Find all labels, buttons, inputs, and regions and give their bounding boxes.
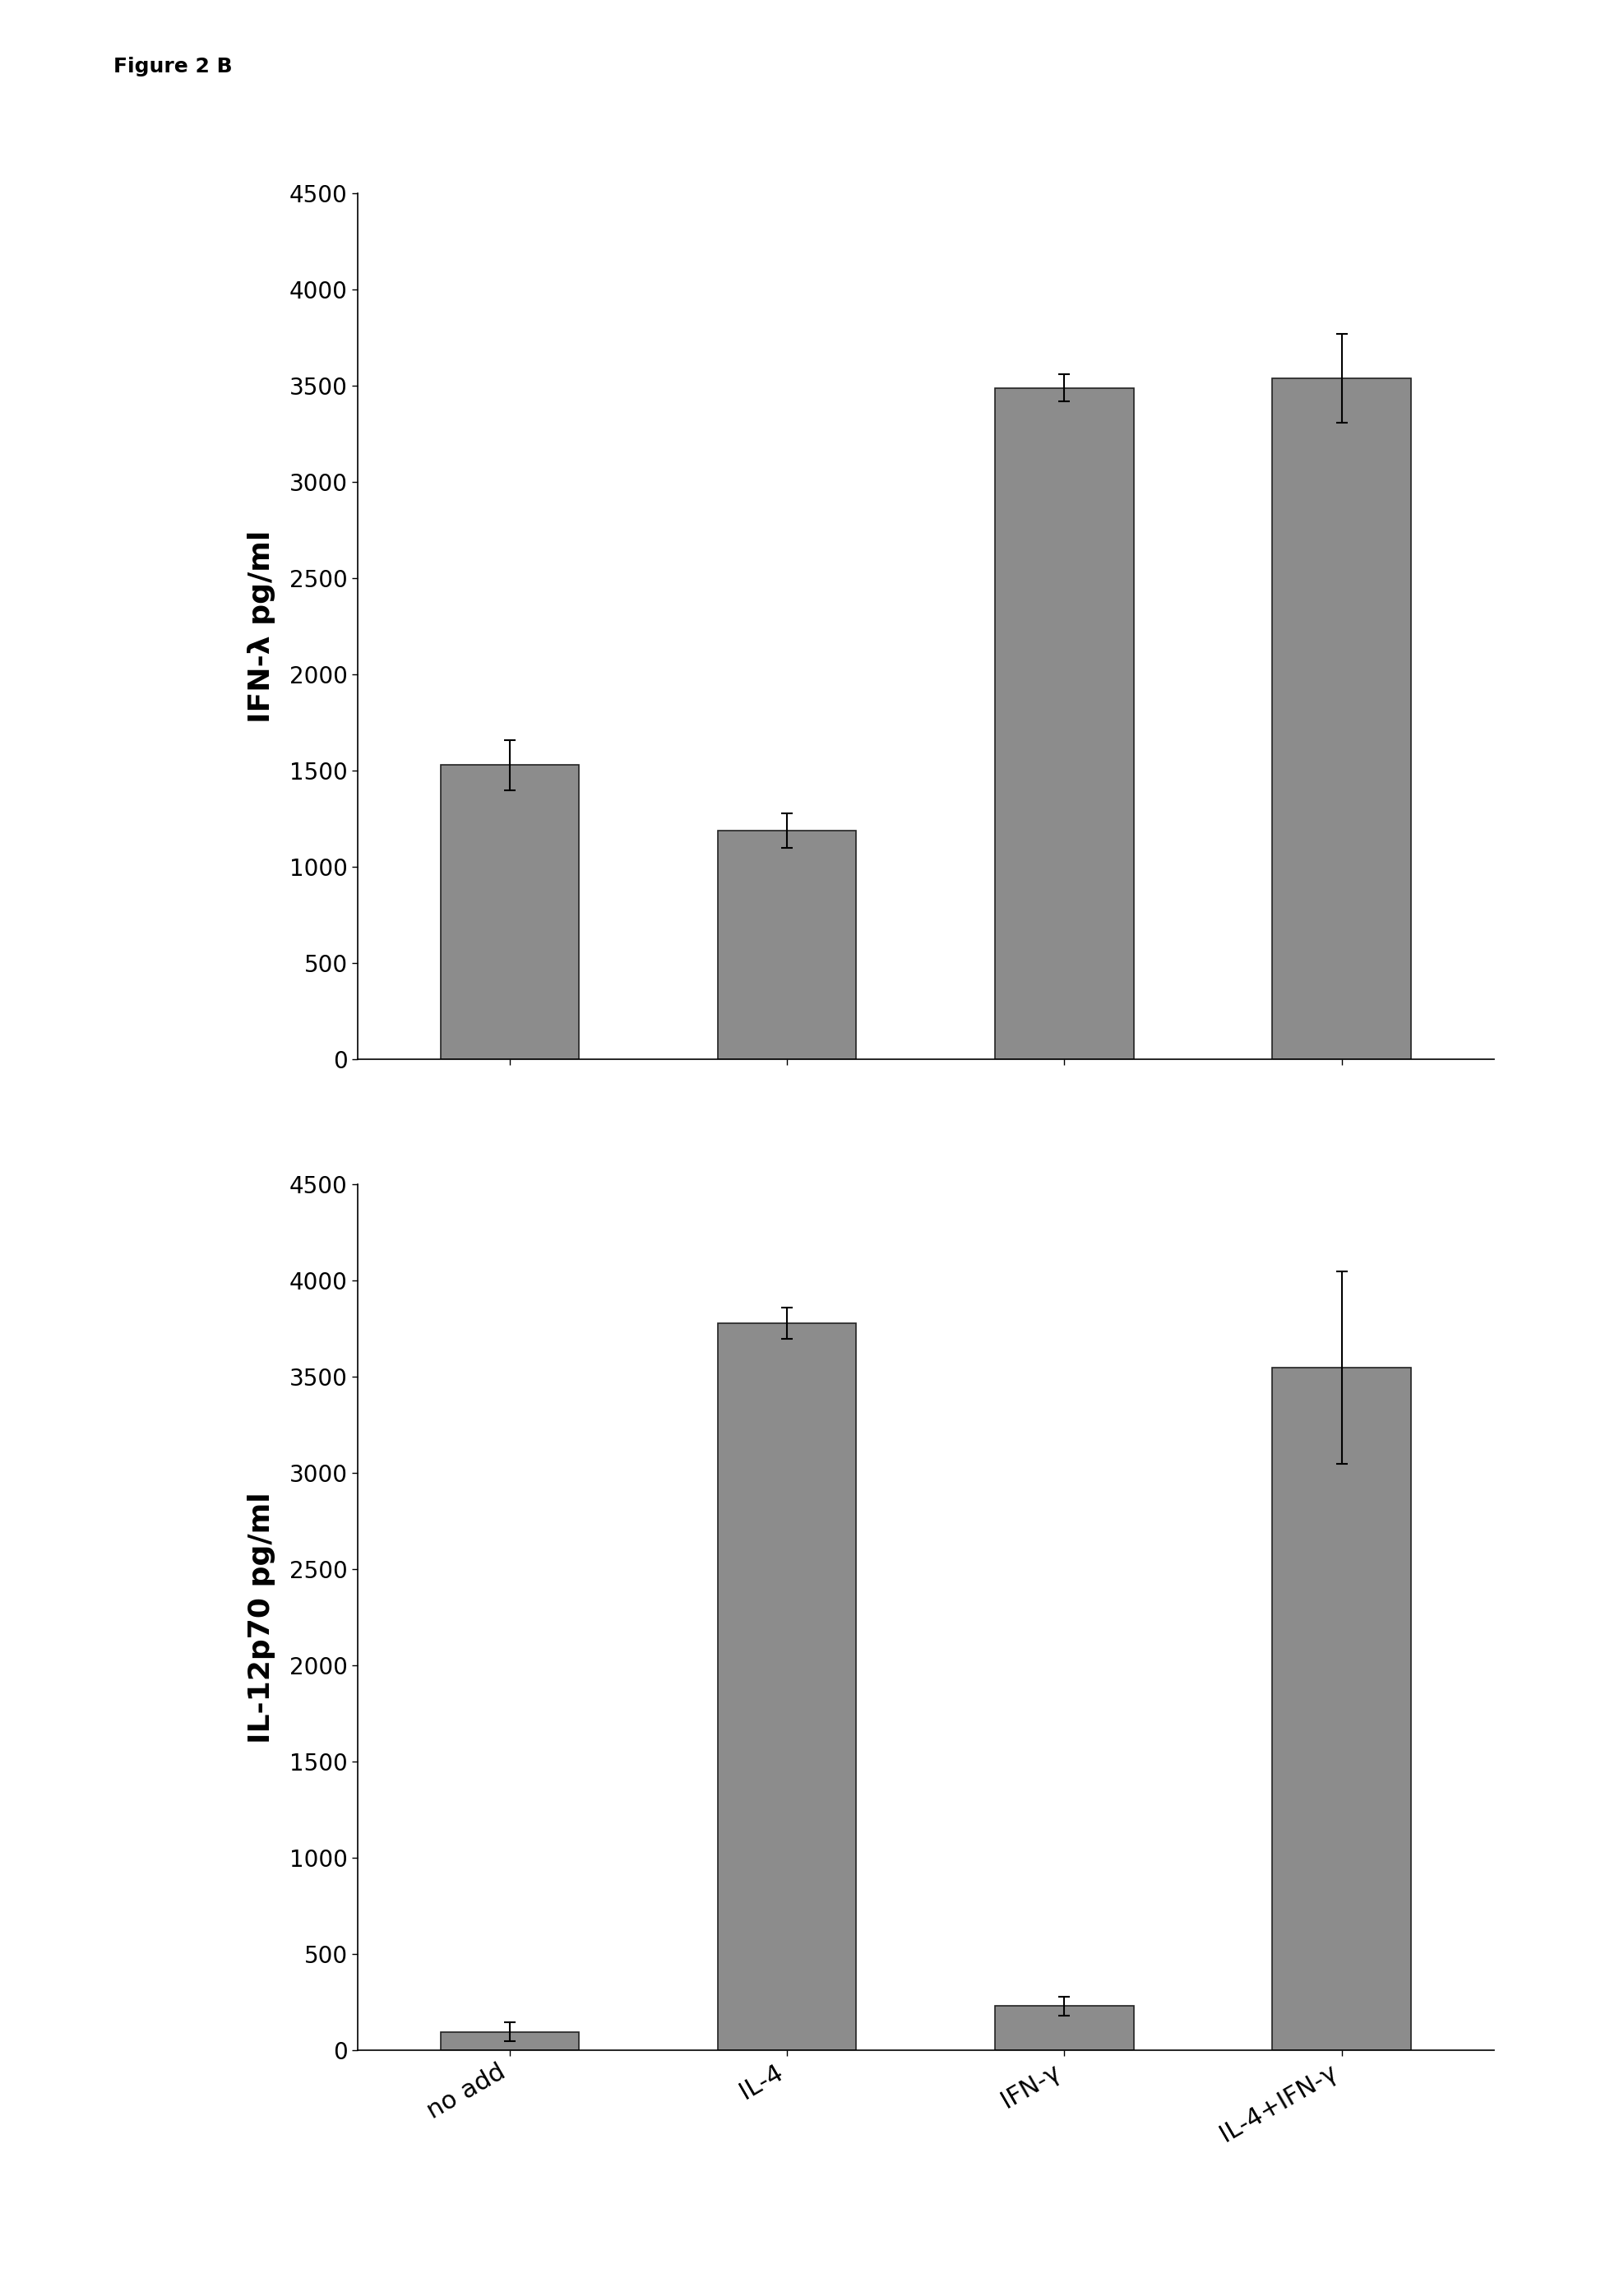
Bar — [440, 2032, 580, 2050]
Bar — [718, 1324, 856, 2050]
Y-axis label: IL-12p70 pg/ml: IL-12p70 pg/ml — [247, 1492, 276, 1743]
Bar — [1272, 1367, 1411, 2050]
Text: Figure 2 B: Figure 2 B — [114, 57, 232, 77]
Bar — [996, 387, 1134, 1059]
Bar — [718, 831, 856, 1059]
Bar — [1272, 378, 1411, 1059]
Y-axis label: IFN-λ pg/ml: IFN-λ pg/ml — [247, 531, 276, 722]
Bar — [996, 2007, 1134, 2050]
Bar — [440, 765, 580, 1059]
